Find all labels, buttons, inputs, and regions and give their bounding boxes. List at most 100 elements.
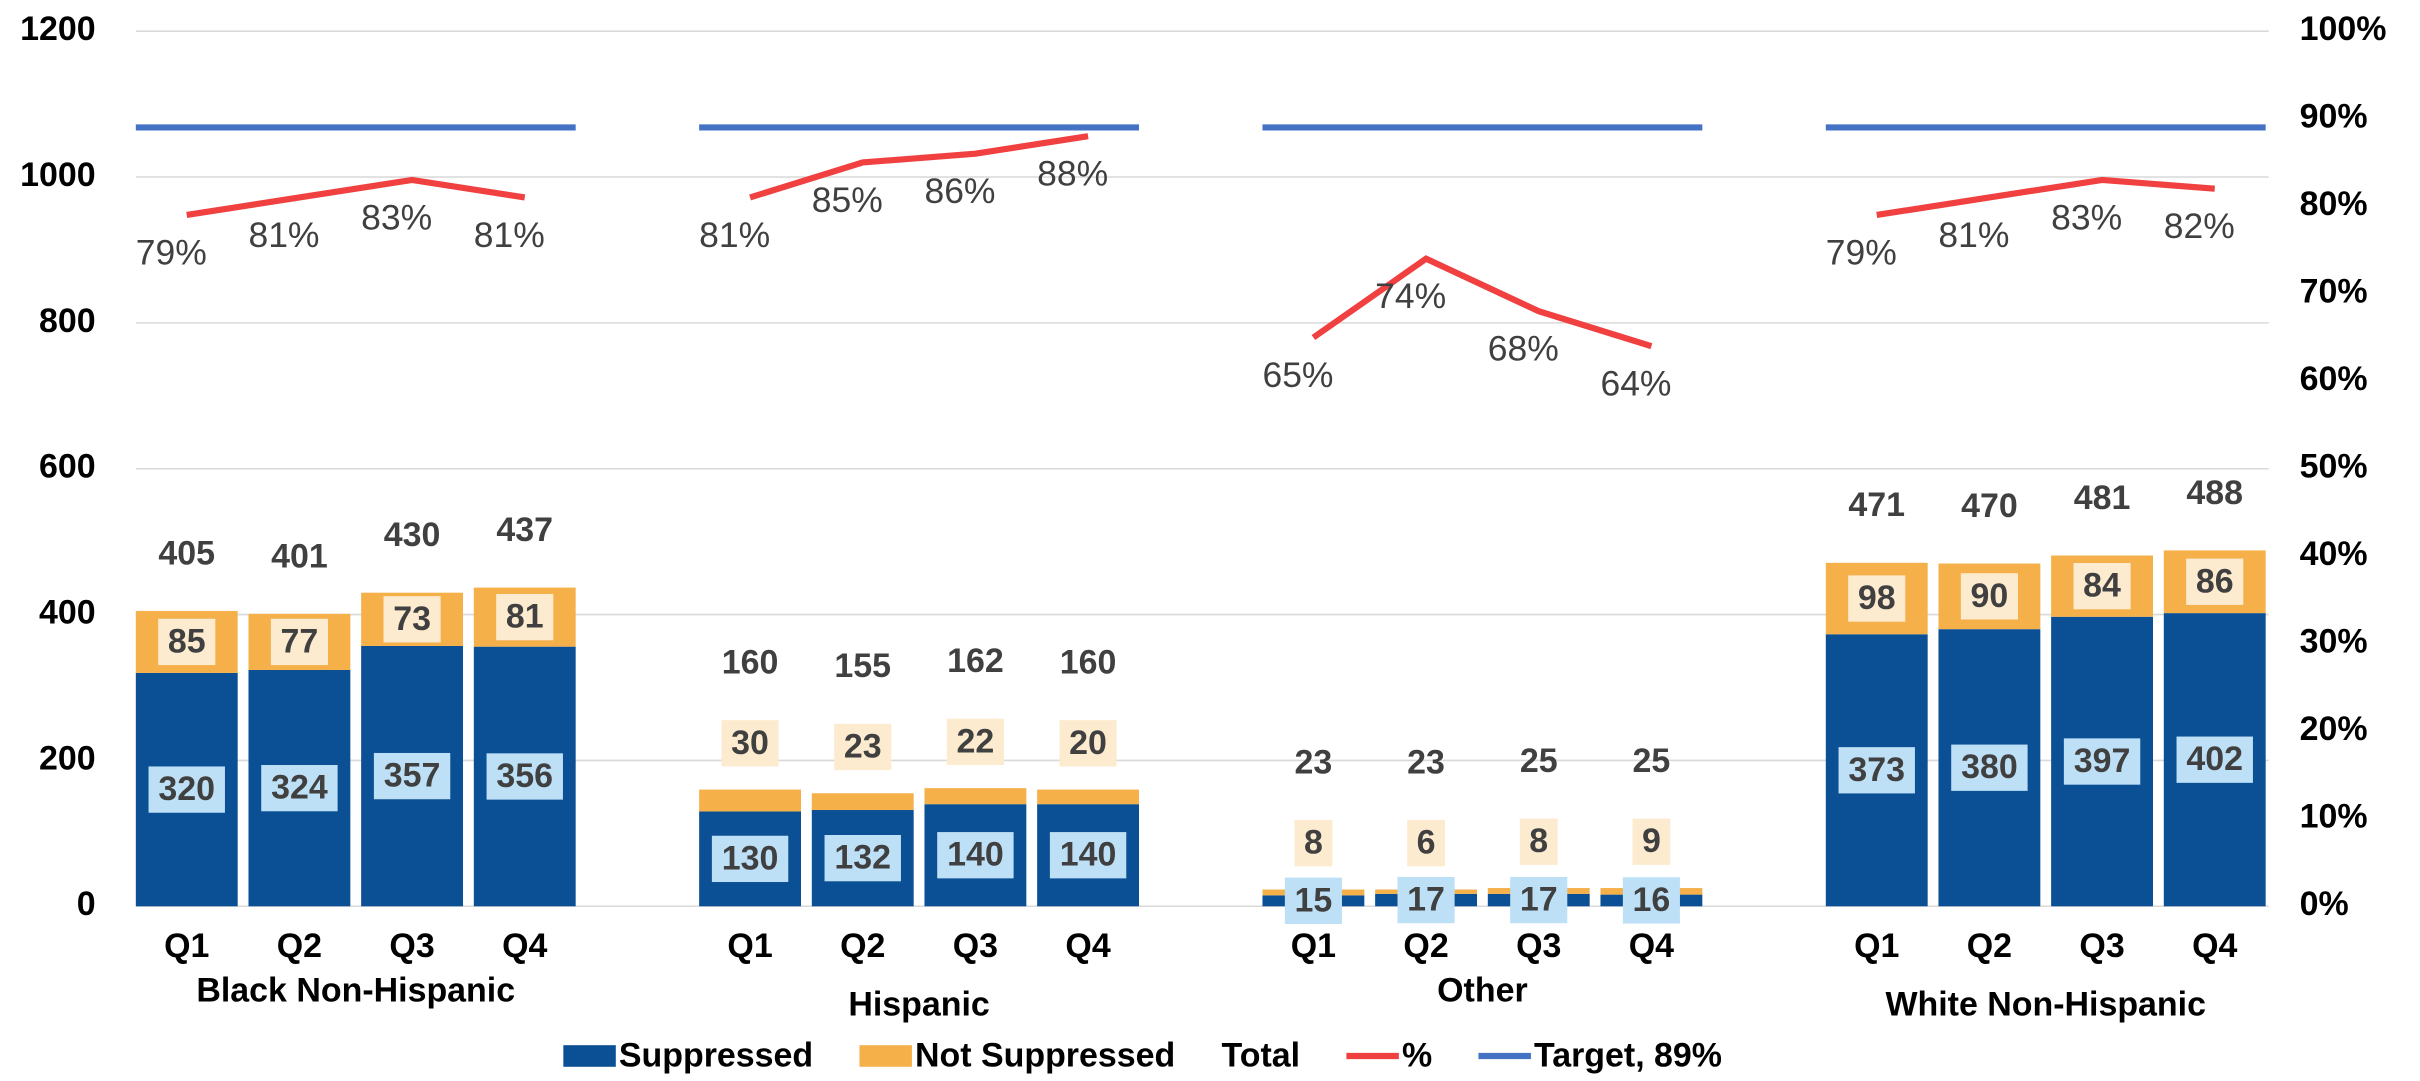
- percent-label: 83%: [361, 197, 432, 237]
- percent-line: [186, 176, 526, 219]
- x-tick-label: Q4: [1629, 927, 1674, 965]
- y2-tick-label: 70%: [2300, 273, 2368, 311]
- total-label: 401: [271, 537, 328, 575]
- percent-label: 81%: [474, 215, 545, 255]
- y-tick-label: 400: [39, 594, 96, 632]
- data-label: 320: [158, 770, 215, 808]
- y2-tick-label: 60%: [2300, 360, 2368, 398]
- group-label: Black Non-Hispanic: [196, 972, 515, 1010]
- data-label-box: [824, 834, 901, 882]
- data-label-box: [270, 618, 328, 666]
- bar-segment: [1037, 789, 1140, 805]
- data-label: 77: [281, 622, 319, 660]
- data-label-box: [1960, 573, 2018, 620]
- percent-label: 79%: [136, 232, 207, 272]
- data-label-box: [496, 593, 554, 641]
- total-label: 25: [1633, 742, 1671, 780]
- data-label-box: [1059, 720, 1117, 767]
- data-label-box: [373, 752, 451, 800]
- legend-label: Target, 89%: [1534, 1036, 1722, 1074]
- x-tick-label: Q2: [1403, 927, 1448, 965]
- total-label: 23: [1295, 743, 1333, 781]
- x-tick-label: Q1: [1854, 927, 1899, 965]
- data-label: 356: [496, 757, 553, 795]
- data-label-box: [148, 766, 225, 813]
- data-label: 8: [1304, 824, 1323, 862]
- x-tick-label: Q3: [389, 927, 434, 965]
- data-label-box: [1519, 818, 1558, 865]
- data-label-box: [946, 718, 1004, 765]
- data-label: 357: [384, 757, 441, 795]
- data-label: 130: [722, 839, 779, 877]
- percent-label: 85%: [812, 180, 883, 220]
- y2-tick-label: 30%: [2300, 623, 2368, 661]
- data-label: 30: [731, 724, 769, 762]
- data-label: 132: [834, 839, 891, 877]
- data-label-box: [2186, 558, 2244, 605]
- bar-segment: [924, 788, 1027, 805]
- x-tick-label: Q4: [2192, 927, 2237, 965]
- data-label-box: [261, 764, 338, 812]
- data-label-box: [1838, 747, 1915, 794]
- total-label: 405: [158, 534, 215, 572]
- y-tick-label: 1200: [20, 10, 95, 48]
- data-label: 17: [1520, 881, 1558, 919]
- data-label-box: [486, 753, 563, 800]
- data-label: 22: [957, 722, 995, 760]
- x-tick-label: Q3: [1516, 927, 1561, 965]
- y2-tick-label: 50%: [2300, 448, 2368, 486]
- y2-tick-label: 100%: [2300, 10, 2387, 48]
- total-label: 437: [496, 511, 553, 549]
- legend-swatch: [563, 1045, 616, 1067]
- data-label-box: [1510, 876, 1568, 924]
- legend-label: %: [1402, 1036, 1432, 1074]
- x-tick-label: Q3: [2079, 927, 2124, 965]
- data-label-box: [834, 723, 892, 771]
- group-label: Hispanic: [848, 986, 989, 1024]
- percent-label: 68%: [1488, 329, 1559, 369]
- data-label-box: [383, 596, 441, 643]
- data-label: 324: [271, 769, 328, 807]
- legend-swatch: [859, 1045, 912, 1067]
- total-label: 162: [947, 642, 1004, 680]
- percent-line: [749, 133, 1089, 201]
- y2-tick-label: 20%: [2300, 710, 2368, 748]
- data-label: 85: [168, 622, 206, 660]
- total-label: 470: [1961, 487, 2018, 525]
- total-label: 23: [1407, 743, 1445, 781]
- data-label-box: [1622, 877, 1680, 924]
- x-tick-label: Q1: [1291, 927, 1336, 965]
- y2-tick-label: 80%: [2300, 185, 2368, 223]
- y-tick-label: 600: [39, 448, 96, 486]
- data-label-box: [1951, 744, 2028, 791]
- data-label-box: [711, 835, 789, 883]
- x-tick-label: Q2: [840, 927, 885, 965]
- y2-tick-label: 40%: [2300, 535, 2368, 573]
- data-label: 9: [1642, 822, 1661, 860]
- percent-label: 81%: [248, 215, 319, 255]
- data-label-box: [158, 618, 216, 666]
- bar-segment: [811, 793, 914, 811]
- data-label-box: [2073, 562, 2131, 610]
- x-tick-label: Q3: [953, 927, 998, 965]
- data-label-box: [1407, 820, 1445, 867]
- x-tick-label: Q4: [502, 927, 547, 965]
- bar-segment: [699, 789, 802, 812]
- percent-label: 64%: [1600, 364, 1671, 404]
- data-label: 140: [947, 836, 1004, 874]
- data-label: 402: [2186, 740, 2243, 778]
- y2-tick-label: 10%: [2300, 798, 2368, 836]
- x-tick-label: Q1: [164, 927, 209, 965]
- data-label: 73: [393, 600, 431, 638]
- total-label: 160: [722, 644, 779, 682]
- data-label: 84: [2083, 567, 2121, 605]
- x-tick-label: Q4: [1065, 927, 1110, 965]
- data-label-box: [1294, 820, 1333, 867]
- data-label: 16: [1633, 881, 1671, 919]
- y-tick-label: 0: [77, 885, 96, 923]
- data-label: 81: [506, 598, 544, 636]
- total-label: 481: [2074, 479, 2131, 517]
- data-label: 86: [2196, 562, 2234, 600]
- data-label-box: [1632, 818, 1671, 865]
